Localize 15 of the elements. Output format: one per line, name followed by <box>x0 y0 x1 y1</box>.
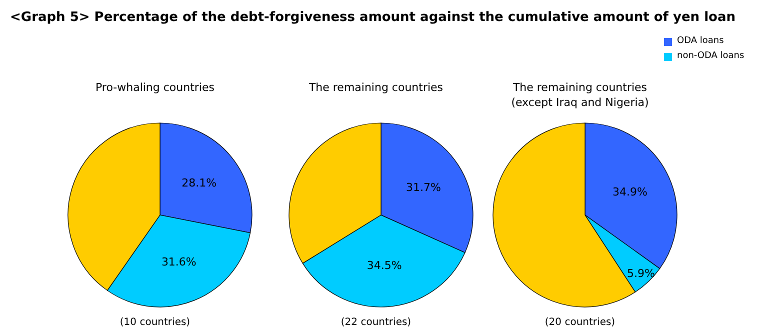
text: (20 countries) <box>544 317 616 328</box>
legend-label: non-ODA loans <box>676 50 744 63</box>
data-label: 31.6% <box>161 255 196 268</box>
data-label: 34.5% <box>366 258 402 272</box>
text: The remaining countries (except Iraq and Nigeria) <box>510 80 650 110</box>
legend-label: ODA loans <box>676 35 725 48</box>
chart-subtitle: The remaining countries <box>308 80 444 95</box>
text: (10 countries) <box>118 317 192 328</box>
text: (22 countries) <box>340 317 412 328</box>
data-label: 34.9% <box>612 185 648 198</box>
text: <Graph 5> Percentage of the debt-forgiveness amount against the cumulative amount of yen loan <box>10 10 736 25</box>
chart-subtitle: Pro-whaling countries <box>94 80 216 95</box>
data-label: 31.7% <box>406 180 441 194</box>
data-label: 5.9% <box>627 266 655 280</box>
data-label: 28.1% <box>182 176 217 190</box>
